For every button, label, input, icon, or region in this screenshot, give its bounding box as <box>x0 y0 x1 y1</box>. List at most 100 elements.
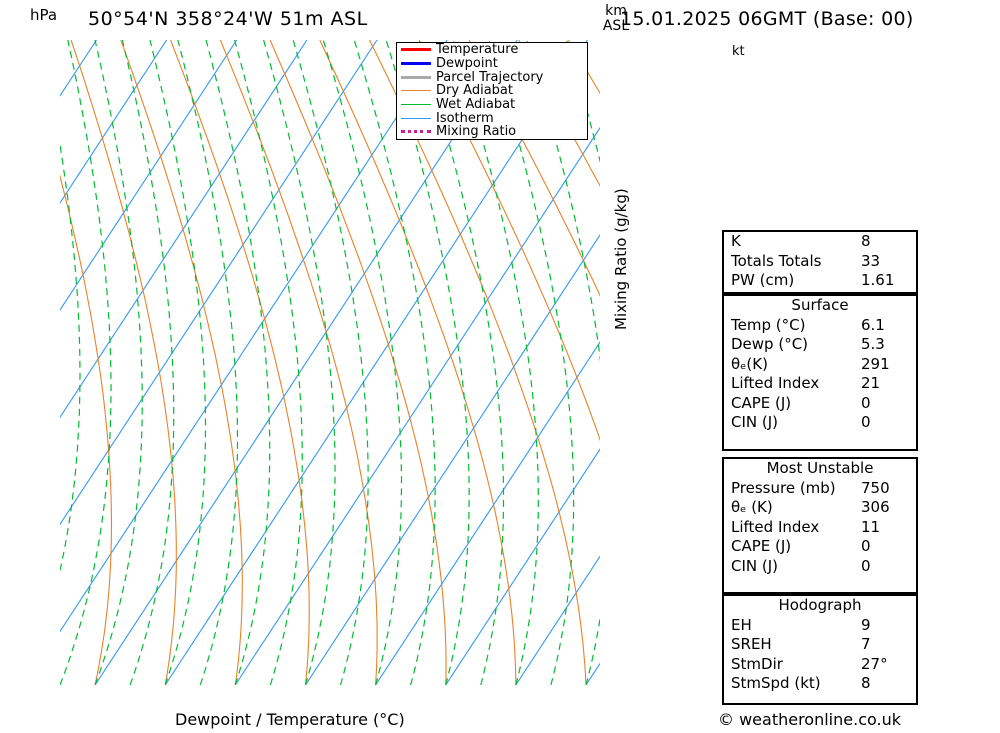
wet-adiabat-line <box>205 40 271 685</box>
legend-item: Dry Adiabat <box>397 84 587 98</box>
panel-row: Temp (°C) 6.1 <box>724 316 916 336</box>
dry-adiabat-line <box>319 40 517 685</box>
legend-swatch <box>401 130 431 134</box>
panel-row-label: CAPE (J) <box>731 537 792 555</box>
dry-adiabat-line <box>170 40 310 685</box>
legend-item: Isotherm <box>397 111 587 125</box>
legend-label: Wet Adiabat <box>436 97 516 113</box>
panel-row-value: 7 <box>861 635 871 653</box>
wet-adiabat-line <box>488 40 575 685</box>
panel-row: Totals Totals 33 <box>724 252 916 272</box>
isotherm-line <box>234 126 600 685</box>
panel-row-label: CAPE (J) <box>731 393 792 412</box>
panel-row: θₑ(K) 291 <box>724 355 916 375</box>
panel-row-label: PW (cm) <box>731 271 795 289</box>
dry-adiabat-line <box>966 40 1000 685</box>
hodograph-stats-panel: Hodograph EH 9 SREH 7 StmDir 27° StmSpd (kt) 8 <box>722 594 918 705</box>
dry-adiabat-line <box>369 40 587 685</box>
dry-adiabat-line <box>269 40 447 685</box>
legend-item: Wet Adiabat <box>397 98 587 112</box>
panel-row-value: 0 <box>861 393 871 412</box>
dry-adiabat-line <box>70 40 177 685</box>
panel-row: Pressure (mb) 750 <box>724 479 916 499</box>
isotherm-line <box>60 40 378 526</box>
legend-swatch <box>401 117 431 119</box>
hodograph-unit-label: kt <box>732 44 745 59</box>
panel-row-value: 306 <box>861 498 890 516</box>
isotherm-line <box>60 40 308 419</box>
wet-adiabat-line <box>526 40 600 685</box>
wet-adiabat-line <box>149 40 207 685</box>
isotherm-line <box>0 40 26 685</box>
dry-adiabat-line <box>0 40 48 685</box>
panel-row-label: Temp (°C) <box>731 315 806 334</box>
legend-swatch <box>401 90 431 92</box>
panel-row-value: 6.1 <box>861 315 885 334</box>
height-unit-line2: ASL <box>602 18 630 34</box>
dry-adiabat-line <box>468 40 600 297</box>
panel-row: CIN (J) 0 <box>724 557 916 577</box>
dry-adiabat-line <box>219 40 378 685</box>
wet-adiabat-line <box>609 40 684 685</box>
legend-swatch <box>401 104 431 106</box>
legend-item: Temperature <box>397 43 587 57</box>
panel-title: Surface <box>791 296 849 314</box>
panel-row-label: CIN (J) <box>731 413 779 431</box>
legend-item: Mixing Ratio <box>397 125 587 139</box>
isotherm-line <box>60 40 97 97</box>
most-unstable-panel: Most Unstable Pressure (mb) 750 θₑ (K) 306 Li… <box>722 457 918 594</box>
legend-swatch <box>401 75 431 79</box>
station-title: 50°54'N 358°24'W 51m ASL <box>88 8 368 30</box>
legend-label: Mixing Ratio <box>436 124 517 140</box>
panel-row: Lifted Index 11 <box>724 518 916 538</box>
panel-row-value: 33 <box>861 251 881 270</box>
dry-adiabat-line <box>60 174 113 685</box>
isotherm-line <box>164 40 588 685</box>
panel-row-value: 750 <box>861 478 890 497</box>
panel-row: θₑ (K) 306 <box>724 498 916 518</box>
wet-adiabat-line <box>177 40 239 685</box>
panel-row-value: 5.3 <box>861 335 885 353</box>
legend-swatch <box>401 48 431 52</box>
wet-adiabat-line <box>121 40 175 685</box>
panel-row: StmSpd (kt) 8 <box>724 674 916 694</box>
credit-label: © weatheronline.co.uk <box>718 710 901 729</box>
panel-row-value: 291 <box>861 354 890 373</box>
panel-row-label: Pressure (mb) <box>731 478 836 497</box>
legend-item: Dewpoint <box>397 57 587 71</box>
panel-row: CIN (J) 0 <box>724 413 916 433</box>
isotherm-line <box>515 555 600 685</box>
dry-adiabat-line <box>120 40 243 685</box>
panel-row-label: CIN (J) <box>731 556 779 575</box>
legend-item: Parcel Trajectory <box>397 70 587 84</box>
isotherm-line <box>60 40 238 311</box>
panel-row-value: 11 <box>861 517 881 536</box>
panel-row-value: 9 <box>861 615 871 634</box>
wet-adiabat-line <box>452 40 539 685</box>
wet-adiabat-line <box>322 40 403 685</box>
panel-row-label: θₑ(K) <box>731 354 768 373</box>
isotherm-line <box>60 40 168 204</box>
surface-panel: Surface Temp (°C) 6.1 Dewp (°C) 5.3 θₑ(K) 291 L… <box>722 294 918 451</box>
panel-row-value: 0 <box>861 537 871 555</box>
panel-row-value: 1.61 <box>861 271 895 289</box>
isotherm-line <box>94 40 518 685</box>
panel-row-value: 0 <box>861 556 871 575</box>
panel-row-label: Dewp (°C) <box>731 335 809 353</box>
panel-row: PW (cm) 1.61 <box>724 271 916 291</box>
x-axis-label: Dewpoint / Temperature (°C) <box>175 710 405 729</box>
legend-label: Dewpoint <box>436 56 498 72</box>
indices-panel: K 8 Totals Totals 33 PW (cm) 1.61 <box>722 230 918 294</box>
pressure-unit-label: hPa <box>30 6 58 24</box>
panel-row-value: 8 <box>861 232 871 250</box>
wet-adiabat-line <box>60 140 81 574</box>
panel-title: Hodograph <box>778 596 862 614</box>
isotherm-line <box>60 40 448 633</box>
mixing-ratio-axis-label: Mixing Ratio (g/kg) <box>612 188 630 330</box>
wet-adiabat-line <box>292 40 369 685</box>
isotherm-line <box>445 448 600 685</box>
panel-row-label: StmDir <box>731 654 783 673</box>
wet-adiabat-line <box>385 40 470 685</box>
legend-label: Isotherm <box>436 110 494 126</box>
